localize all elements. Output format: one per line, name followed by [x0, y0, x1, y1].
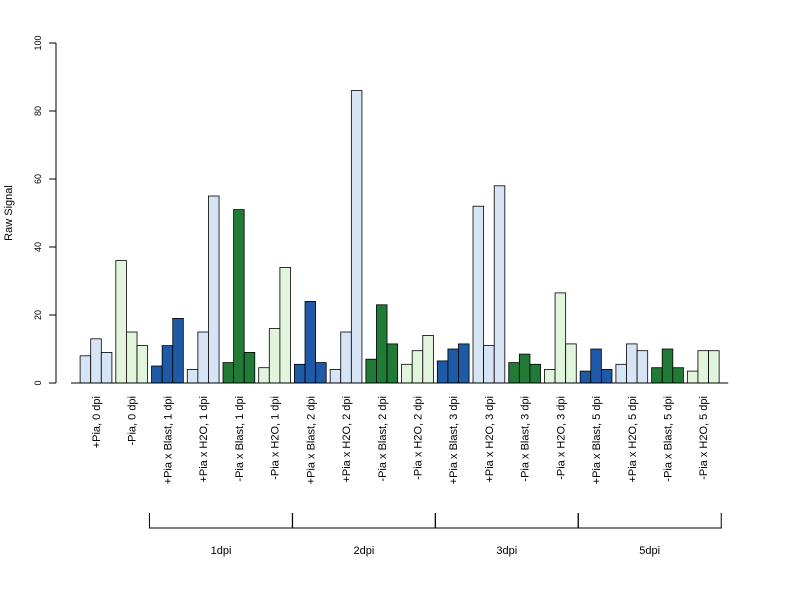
bar [304, 300, 317, 384]
bar [554, 292, 567, 384]
x-tick-label: +Pia x H2O, 3 dpi [484, 396, 496, 483]
bar [401, 363, 413, 384]
group-label: 2dpi [354, 545, 375, 557]
bars [79, 90, 720, 384]
bar [458, 343, 470, 384]
bar [233, 209, 245, 384]
bar [493, 185, 506, 384]
bar [294, 363, 306, 384]
bar [258, 367, 270, 384]
bar [90, 338, 102, 384]
group-bracket [148, 513, 294, 529]
y-axis-label: Raw Signal [3, 185, 15, 241]
bar [447, 348, 459, 384]
bar [672, 367, 684, 384]
x-tick-labels: +Pia, 0 dpi -Pia, 0 dpi +Pia x Blast, 1 dp… [91, 396, 710, 484]
y-tick-label: 60 [33, 174, 43, 184]
bar [208, 195, 220, 384]
bar [529, 363, 541, 384]
bar [350, 90, 363, 384]
bar [161, 345, 174, 384]
x-tick-label: -Pia x H2O, 5 dpi [698, 396, 710, 480]
y-tick-label: 0 [33, 380, 43, 385]
x-tick-label: -Pia, 0 dpi [127, 396, 139, 446]
x-tick-label: -Pia x Blast, 3 dpi [520, 396, 532, 482]
bar [626, 343, 638, 384]
bar [472, 205, 485, 384]
x-tick-label: +Pia x Blast, 1 dpi [162, 396, 174, 484]
group-bracket [577, 513, 722, 529]
x-tick-label: -Pia x H2O, 3 dpi [555, 396, 567, 480]
bar [136, 345, 149, 384]
x-tick-label: +Pia x Blast, 5 dpi [591, 396, 603, 484]
bar [151, 365, 163, 384]
bar [365, 358, 377, 384]
x-tick-label: -Pia x H2O, 2 dpi [412, 396, 424, 480]
bar [376, 304, 388, 384]
bar [600, 368, 613, 384]
bar [708, 350, 720, 384]
bar [436, 360, 449, 384]
bar [268, 328, 281, 384]
x-tick-label: +Pia, 0 dpi [91, 396, 103, 448]
y-tick-label: 40 [33, 242, 43, 252]
bar [686, 370, 699, 384]
bar [279, 266, 291, 384]
bar [544, 368, 556, 384]
bar [483, 345, 495, 384]
dpi-brackets: 1dpi 2dpi 3dpi 5dpi [148, 513, 722, 557]
group-label: 1dpi [211, 545, 232, 557]
bar [411, 350, 424, 384]
bar [422, 334, 434, 384]
group-label: 3dpi [496, 545, 517, 557]
x-tick-label: +Pia x Blast, 3 dpi [448, 396, 460, 484]
x-tick-label: -Pia x H2O, 1 dpi [270, 396, 282, 480]
bar [100, 351, 113, 384]
bar [197, 331, 209, 384]
bar [651, 367, 663, 384]
bar [186, 368, 199, 384]
bar [340, 331, 352, 384]
bar [126, 331, 138, 384]
bar [636, 350, 649, 384]
bar [315, 362, 327, 384]
group-label: 5dpi [639, 545, 660, 557]
bar [518, 353, 531, 384]
bar [222, 362, 234, 384]
y-tick-label: 100 [33, 35, 43, 50]
x-tick-label: +Pia x H2O, 2 dpi [341, 396, 353, 483]
y-axis: 0 20 40 60 80 100 [33, 35, 57, 386]
bar [565, 343, 577, 384]
x-tick-label: +Pia x H2O, 1 dpi [198, 396, 210, 483]
x-tick-label: -Pia x Blast, 5 dpi [663, 396, 675, 482]
bar [579, 370, 592, 384]
bar [115, 260, 127, 384]
bar [243, 351, 256, 384]
x-tick-label: -Pia x Blast, 2 dpi [377, 396, 389, 482]
group-bracket [291, 513, 436, 529]
x-tick-label: +Pia x Blast, 2 dpi [305, 396, 317, 484]
y-tick-label: 20 [33, 310, 43, 320]
bar [508, 362, 520, 384]
bar [661, 348, 674, 384]
bar [590, 348, 602, 384]
bar [329, 368, 342, 384]
x-tick-label: +Pia x H2O, 5 dpi [627, 396, 639, 483]
bar [615, 363, 627, 384]
bar [79, 355, 92, 384]
bar [172, 317, 184, 384]
bar [697, 350, 709, 384]
group-bracket [434, 513, 579, 529]
bar [386, 343, 399, 384]
x-tick-label: -Pia x Blast, 1 dpi [234, 396, 246, 482]
y-tick-label: 80 [33, 106, 43, 116]
